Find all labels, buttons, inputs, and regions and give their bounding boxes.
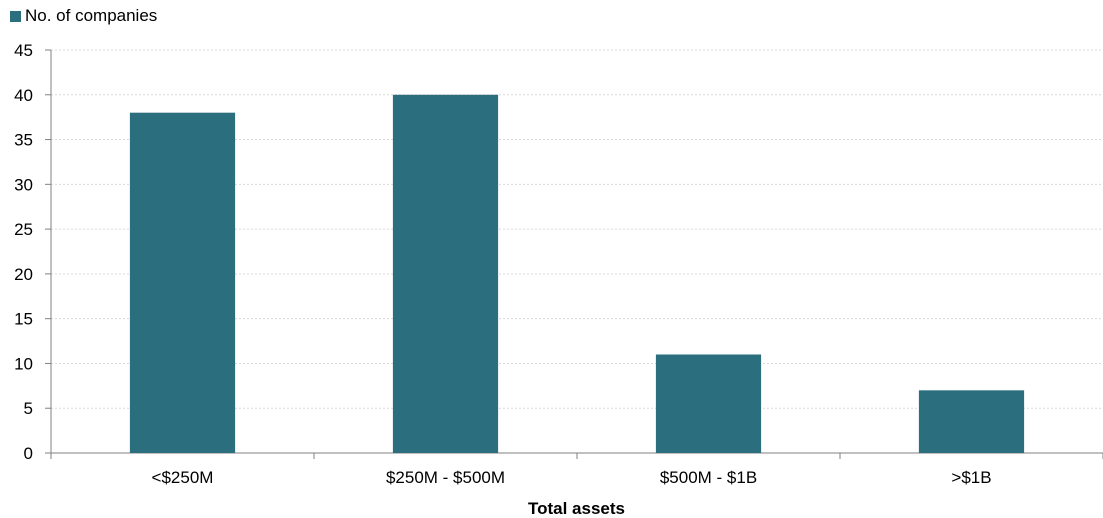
bar <box>129 112 236 453</box>
y-tick-label: 40 <box>14 86 33 105</box>
x-tick-label: $500M - $1B <box>660 468 757 487</box>
y-tick-label: 20 <box>14 265 33 284</box>
y-tick-label: 45 <box>14 41 33 60</box>
bar <box>392 94 499 454</box>
x-tick-label: $250M - $500M <box>386 468 505 487</box>
y-tick-label: 15 <box>14 310 33 329</box>
y-tick-label: 10 <box>14 354 33 373</box>
y-tick-label: 35 <box>14 131 33 150</box>
y-tick-label: 25 <box>14 220 33 239</box>
x-tick-label: >$1B <box>951 468 991 487</box>
x-tick-label: <$250M <box>152 468 214 487</box>
y-tick-label: 5 <box>24 399 33 418</box>
legend: No. of companies <box>10 6 157 26</box>
y-tick-label: 30 <box>14 175 33 194</box>
bar <box>918 390 1025 453</box>
y-tick-label: 0 <box>24 444 33 463</box>
legend-label: No. of companies <box>25 6 158 25</box>
x-axis-title: Total assets <box>528 499 625 518</box>
bar <box>655 354 762 453</box>
legend-swatch <box>10 10 21 22</box>
